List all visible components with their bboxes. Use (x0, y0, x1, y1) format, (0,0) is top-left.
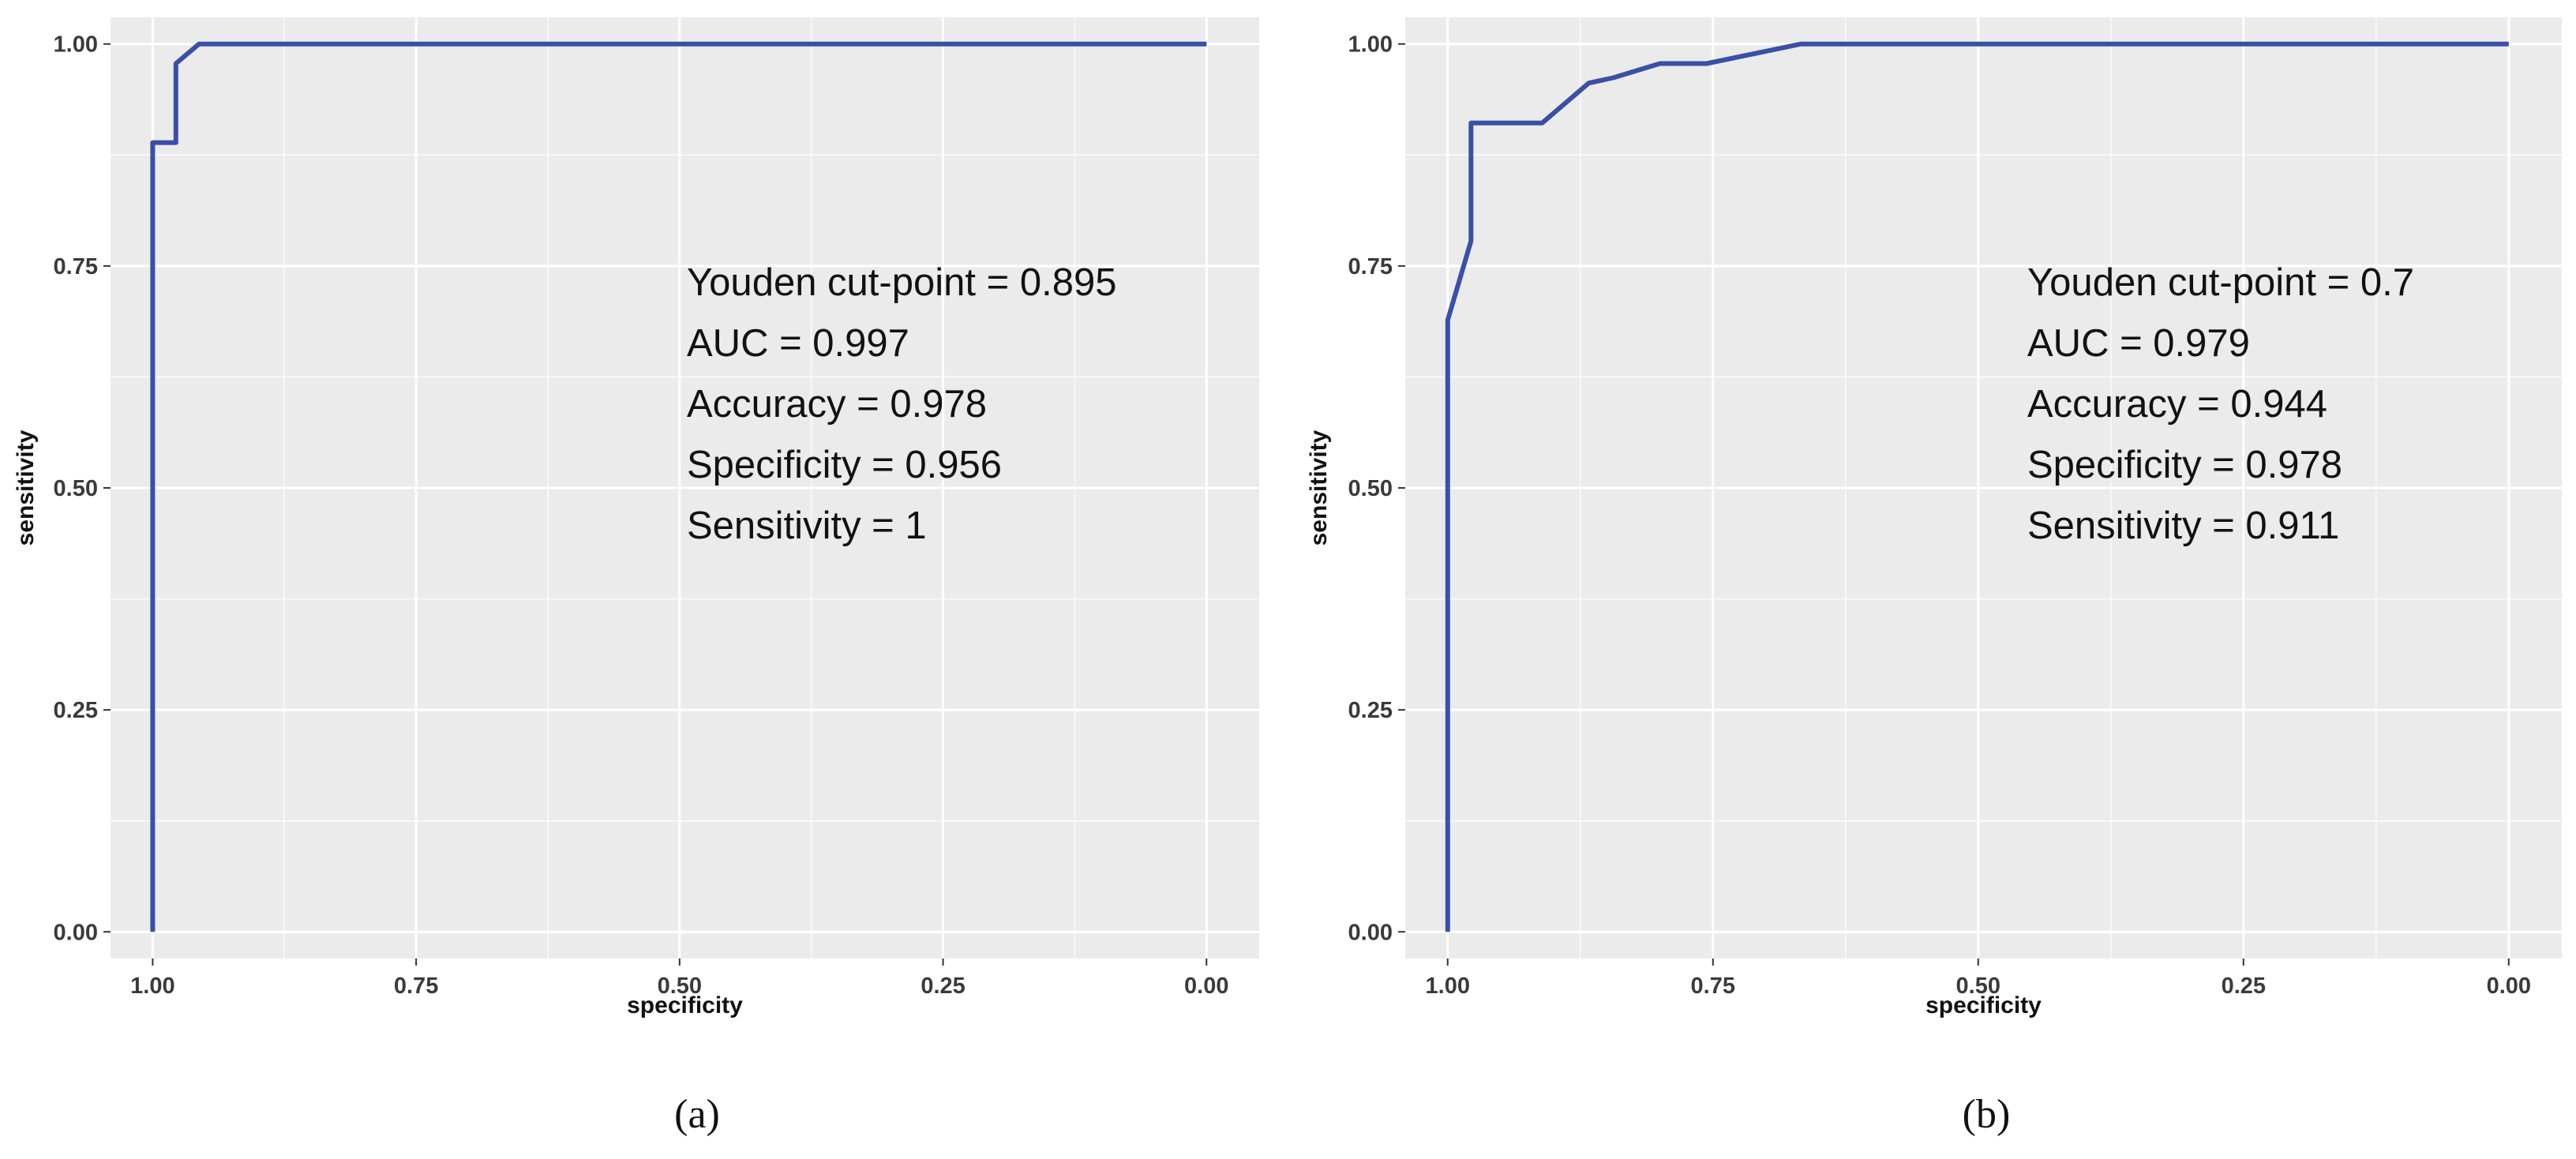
annotation-line: Accuracy = 0.978 (687, 383, 987, 426)
y-tick-label: 1.00 (1348, 32, 1393, 58)
annotation-line: Accuracy = 0.944 (2027, 383, 2327, 426)
annotation-line: AUC = 0.997 (687, 322, 909, 365)
annotation-line: Specificity = 0.956 (687, 444, 1002, 486)
annotation-line: Sensitivity = 0.911 (2027, 504, 2339, 547)
panel-caption: (b) (1963, 1092, 2011, 1137)
y-axis-title: sensitivity (1306, 429, 1332, 546)
x-tick-label: 0.50 (1956, 973, 2000, 999)
roc-panel-a: 1.00 0.75 0.50 0.25 0.00 0.00 0.25 0.50 0.75 1.00… (13, 17, 1259, 1137)
x-tick-label: 0.00 (1184, 973, 1228, 999)
x-tick-label: 0.25 (921, 973, 965, 999)
x-tick-label: 1.00 (1426, 973, 1470, 999)
x-axis-title: specificity (627, 992, 743, 1018)
y-axis-title: sensitivity (13, 429, 39, 546)
y-tick-label: 0.75 (54, 254, 98, 279)
panel-caption: (a) (674, 1092, 720, 1137)
x-tick-label: 0.00 (2487, 973, 2531, 999)
annotation-line: Youden cut-point = 0.7 (2027, 261, 2414, 304)
y-tick-label: 0.50 (54, 476, 98, 501)
roc-panel-b: 1.00 0.75 0.50 0.25 0.00 0.00 0.25 0.50 0.75 1.00… (1306, 17, 2562, 1137)
x-tick-label: 0.75 (394, 973, 438, 999)
x-tick-label: 1.00 (130, 973, 174, 999)
y-tick-label: 0.00 (54, 920, 98, 945)
y-tick-label: 0.25 (1348, 698, 1393, 723)
x-axis-title: specificity (1925, 992, 2042, 1018)
y-tick-label: 0.00 (1348, 920, 1393, 945)
y-tick-label: 0.75 (1348, 254, 1393, 279)
y-tick-label: 0.25 (54, 698, 98, 723)
annotation-line: AUC = 0.979 (2027, 322, 2250, 365)
annotation-line: Specificity = 0.978 (2027, 444, 2342, 486)
annotation-line: Sensitivity = 1 (687, 504, 927, 547)
annotation-line: Youden cut-point = 0.895 (687, 261, 1116, 304)
x-tick-label: 0.50 (658, 973, 702, 999)
roc-curve (1445, 41, 2509, 932)
x-tick-label: 0.75 (1691, 973, 1735, 999)
x-tick-label: 0.25 (2222, 973, 2266, 999)
roc-curve (150, 41, 1207, 932)
y-tick-label: 1.00 (54, 32, 98, 58)
y-tick-label: 0.50 (1348, 476, 1393, 501)
